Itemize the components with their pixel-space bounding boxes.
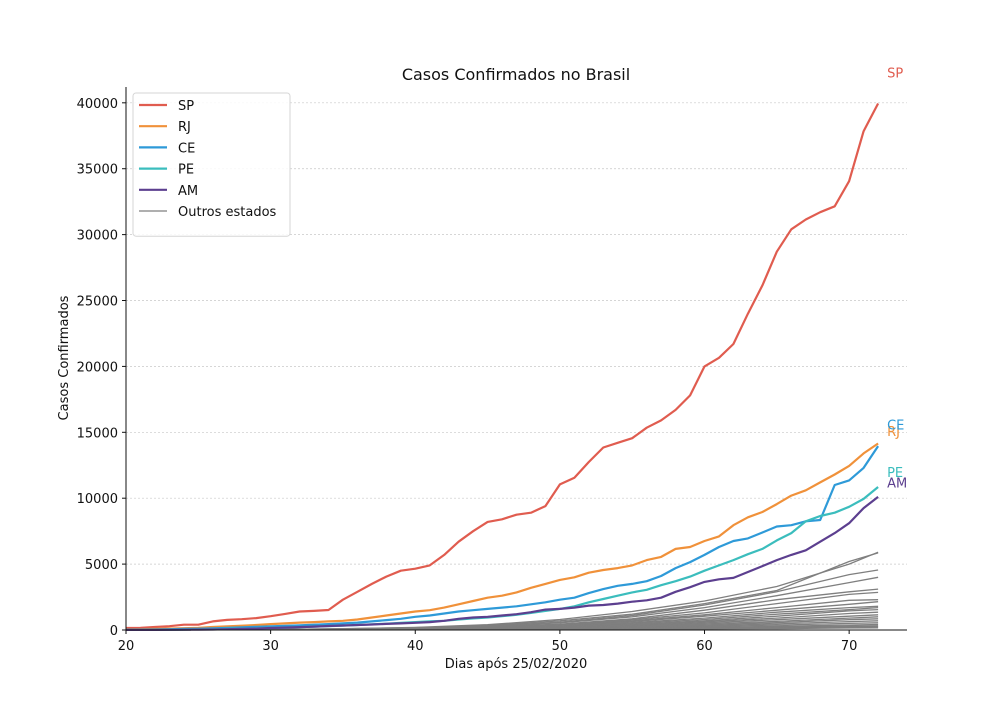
legend-label-sp: SP bbox=[178, 99, 194, 114]
end-label-pe: PE bbox=[887, 466, 903, 481]
legend-label-rj: RJ bbox=[178, 120, 191, 135]
y-tick-label-1: 5000 bbox=[85, 558, 118, 573]
end-label-am: AM bbox=[887, 476, 907, 491]
end-label-sp: SP bbox=[887, 67, 903, 82]
x-tick-label-1: 30 bbox=[262, 639, 279, 654]
x-axis-label: Dias após 25/02/2020 bbox=[445, 657, 588, 672]
legend-label-outros-estados: Outros estados bbox=[178, 205, 277, 220]
series-line-ce bbox=[125, 445, 880, 631]
y-tick-label-6: 30000 bbox=[77, 229, 118, 244]
legend-label-pe: PE bbox=[178, 163, 194, 178]
legend-label-am: AM bbox=[178, 184, 198, 199]
series-line-am bbox=[126, 496, 879, 632]
main-series-lines bbox=[125, 102, 880, 632]
y-tick-label-4: 20000 bbox=[77, 360, 118, 375]
legend-label-ce: CE bbox=[178, 141, 195, 156]
series-line-sp bbox=[125, 102, 880, 630]
tick-labels: 0 5000 10000 15000 20000 25000 30000 35000 40000… bbox=[77, 97, 858, 654]
x-tick-label-0: 20 bbox=[118, 639, 135, 654]
axes bbox=[122, 87, 907, 634]
y-tick-label-3: 15000 bbox=[77, 426, 118, 441]
x-tick-label-2: 40 bbox=[407, 639, 424, 654]
series-line-rj bbox=[125, 442, 879, 631]
legend: SP RJ CE PE AM Outros estados bbox=[132, 92, 291, 237]
y-tick-label-2: 10000 bbox=[77, 492, 118, 507]
x-tick-label-3: 50 bbox=[552, 639, 569, 654]
y-tick-label-5: 25000 bbox=[77, 295, 118, 310]
other-state-line-2 bbox=[125, 569, 879, 631]
y-tick-label-7: 35000 bbox=[77, 163, 118, 178]
end-label-rj: RJ bbox=[887, 425, 900, 440]
y-axis-label: Casos Confirmados bbox=[57, 295, 72, 420]
end-label-ce: CE bbox=[887, 418, 904, 433]
chart-title: Casos Confirmados no Brasil bbox=[402, 65, 630, 84]
y-tick-label-0: 0 bbox=[110, 624, 118, 639]
y-tick-label-8: 40000 bbox=[77, 97, 118, 112]
legend-box bbox=[132, 92, 291, 237]
x-tick-label-4: 60 bbox=[696, 639, 713, 654]
x-tick-label-5: 70 bbox=[841, 639, 858, 654]
